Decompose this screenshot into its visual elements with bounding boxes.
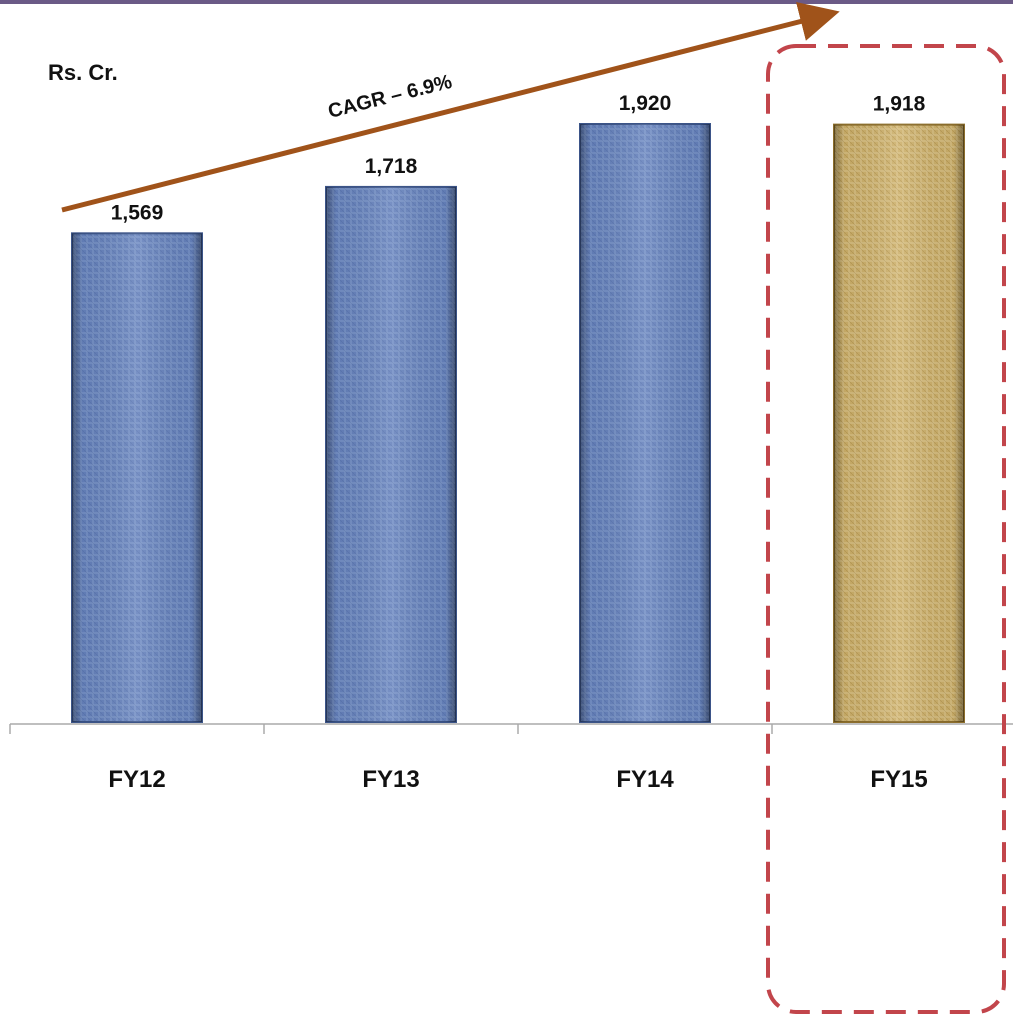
bar-fy12 [71,232,203,723]
cagr-arrow [61,2,840,213]
category-label-fy14: FY14 [616,766,674,793]
bar-shading [580,124,710,722]
value-label-fy14: 1,920 [619,92,672,115]
bar-fy15 [833,123,965,723]
bar-shading [834,124,964,722]
category-label-fy13: FY13 [362,766,419,793]
category-label-fy15: FY15 [870,766,927,793]
value-label-fy12: 1,569 [111,201,164,224]
top-rule [0,0,1013,4]
category-label-fy12: FY12 [108,766,165,793]
highlight-box [766,44,1006,1014]
bar-fy14 [579,123,711,723]
value-label-fy15: 1,918 [873,93,926,116]
bar-shading [72,233,202,722]
bar-shading [326,186,456,723]
value-label-fy13: 1,718 [365,155,418,178]
unit-label: Rs. Cr. [48,60,118,85]
bar-fy13 [325,185,457,723]
